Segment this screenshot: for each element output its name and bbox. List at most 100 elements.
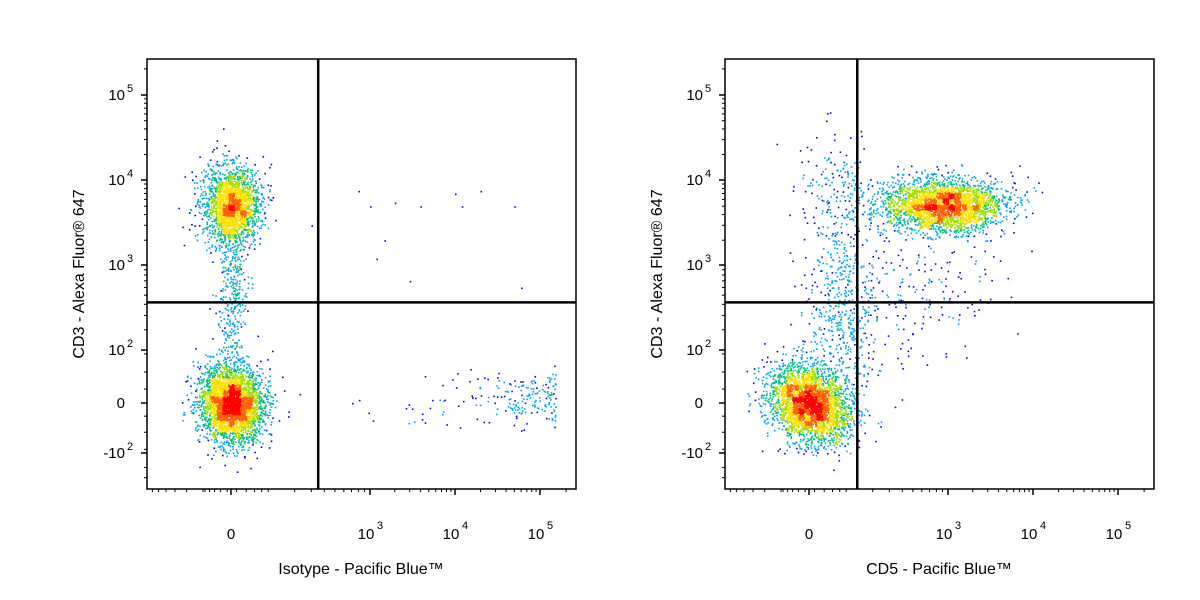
event-dot bbox=[238, 198, 240, 201]
event-dot bbox=[267, 204, 270, 206]
event-dot bbox=[232, 401, 234, 404]
event-dot bbox=[211, 379, 214, 381]
event-dot bbox=[230, 381, 233, 383]
event-dot bbox=[261, 379, 263, 381]
event-dot bbox=[236, 424, 238, 427]
event-dot bbox=[257, 209, 259, 212]
event-dot bbox=[244, 407, 246, 409]
event-dot bbox=[229, 208, 231, 210]
event-dot bbox=[244, 227, 246, 229]
event-dot bbox=[220, 392, 222, 394]
event-dot bbox=[189, 212, 191, 214]
event-dot bbox=[200, 415, 203, 418]
event-dot bbox=[196, 182, 198, 184]
dot-layer bbox=[178, 128, 557, 473]
event-dot bbox=[196, 403, 198, 406]
event-dot bbox=[242, 394, 245, 397]
event-dot bbox=[213, 149, 215, 151]
event-dot bbox=[241, 170, 243, 172]
event-dot bbox=[197, 400, 200, 403]
event-dot bbox=[248, 200, 251, 202]
event-dot bbox=[214, 435, 216, 437]
event-dot bbox=[224, 422, 227, 424]
event-dot bbox=[224, 228, 226, 230]
event-dot bbox=[226, 371, 228, 373]
event-dot bbox=[231, 191, 234, 194]
event-dot bbox=[237, 185, 240, 188]
event-dot bbox=[219, 183, 221, 185]
event-dot bbox=[224, 451, 227, 453]
event-dot bbox=[242, 429, 244, 432]
event-dot bbox=[230, 382, 232, 385]
event-dot bbox=[270, 396, 273, 398]
event-dot bbox=[258, 367, 261, 370]
event-dot bbox=[244, 455, 246, 458]
event-dot bbox=[254, 213, 256, 215]
event-dot bbox=[232, 402, 234, 405]
event-dot bbox=[267, 184, 270, 186]
event-dot bbox=[226, 203, 228, 206]
event-dot bbox=[232, 433, 234, 435]
event-dot bbox=[232, 243, 234, 245]
event-dot bbox=[255, 205, 257, 207]
event-dot bbox=[253, 200, 255, 202]
event-dot bbox=[226, 373, 229, 376]
event-dot bbox=[269, 190, 271, 193]
event-dot bbox=[261, 426, 263, 428]
event-dot bbox=[221, 219, 223, 221]
event-dot bbox=[228, 373, 231, 375]
event-dot bbox=[215, 181, 218, 183]
event-dot bbox=[193, 187, 196, 190]
event-dot bbox=[220, 165, 222, 167]
event-dot bbox=[260, 407, 262, 410]
event-dot bbox=[203, 181, 205, 184]
event-dot bbox=[251, 424, 253, 426]
event-dot bbox=[237, 224, 239, 226]
event-dot bbox=[229, 366, 231, 369]
event-dot bbox=[216, 386, 219, 389]
event-dot bbox=[222, 205, 225, 207]
event-dot bbox=[237, 401, 240, 403]
event-dot bbox=[246, 234, 249, 236]
event-dot bbox=[222, 186, 224, 188]
event-dot bbox=[249, 427, 251, 429]
event-dot bbox=[261, 415, 263, 417]
event-dot bbox=[248, 386, 250, 388]
event-dot bbox=[227, 224, 230, 226]
event-dot bbox=[215, 202, 218, 204]
event-dot bbox=[247, 371, 249, 374]
event-dot bbox=[225, 246, 227, 249]
event-dot bbox=[208, 193, 211, 195]
event-dot bbox=[215, 247, 218, 249]
event-dot bbox=[267, 414, 269, 417]
event-dot bbox=[232, 452, 235, 455]
event-dot bbox=[267, 394, 269, 397]
event-dot bbox=[259, 399, 262, 401]
event-dot bbox=[231, 223, 234, 226]
event-dot bbox=[195, 390, 197, 392]
event-dot bbox=[208, 198, 211, 201]
event-dot bbox=[223, 387, 225, 389]
event-dot bbox=[237, 210, 239, 212]
event-dot bbox=[224, 413, 226, 416]
event-dot bbox=[250, 388, 253, 390]
event-dot bbox=[226, 437, 229, 439]
event-dot bbox=[224, 181, 227, 183]
event-dot bbox=[254, 184, 256, 187]
event-dot bbox=[210, 405, 213, 407]
event-dot bbox=[239, 434, 242, 436]
event-dot bbox=[198, 441, 201, 443]
event-dot bbox=[244, 188, 246, 190]
event-dot bbox=[222, 406, 224, 409]
event-dot bbox=[234, 372, 237, 374]
event-dot bbox=[237, 410, 239, 412]
event-dot bbox=[216, 388, 218, 391]
event-dot bbox=[213, 439, 216, 441]
event-dot bbox=[258, 211, 261, 214]
event-dot bbox=[251, 180, 253, 182]
event-dot bbox=[231, 211, 234, 214]
event-dot bbox=[225, 376, 228, 378]
event-dot bbox=[190, 209, 192, 211]
event-dot bbox=[228, 429, 230, 431]
event-dot bbox=[215, 200, 217, 203]
